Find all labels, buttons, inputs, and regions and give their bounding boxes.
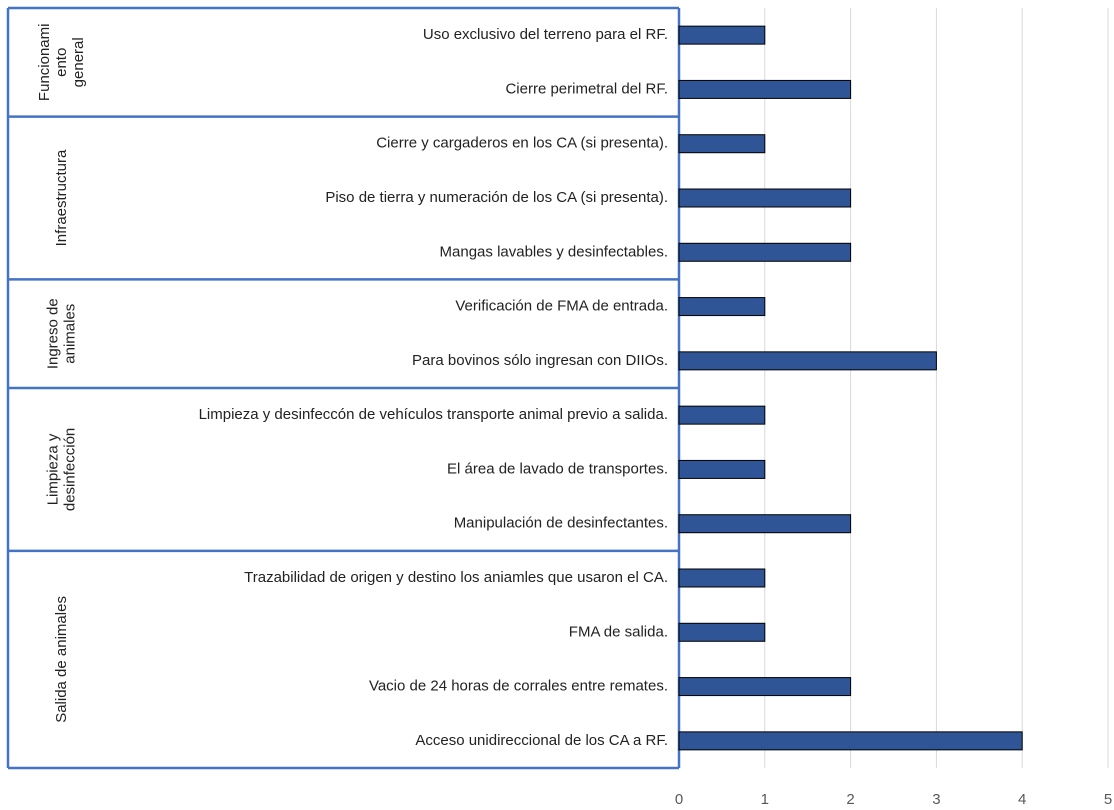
x-tick-label: 3 bbox=[932, 791, 940, 808]
category-label: El área de lavado de transportes. bbox=[447, 460, 668, 477]
category-label: Mangas lavables y desinfectables. bbox=[440, 243, 668, 260]
x-tick-label: 2 bbox=[846, 791, 854, 808]
group-label: Funcionami bbox=[36, 24, 53, 102]
group-label: Infraestructura bbox=[53, 149, 70, 246]
bar bbox=[678, 25, 766, 45]
bar bbox=[678, 405, 766, 425]
category-label: Acceso unidireccional de los CA a RF. bbox=[415, 732, 668, 749]
bar bbox=[678, 79, 852, 99]
bar bbox=[678, 242, 852, 262]
category-label: Uso exclusivo del terreno para el RF. bbox=[423, 26, 668, 43]
category-label: Piso de tierra y numeración de los CA (s… bbox=[325, 189, 668, 206]
bar bbox=[678, 677, 852, 697]
x-tick-label: 4 bbox=[1018, 791, 1026, 808]
bar bbox=[678, 731, 1023, 751]
category-label: FMA de salida. bbox=[569, 623, 668, 640]
category-label: Para bovinos sólo ingresan con DIIOs. bbox=[412, 352, 668, 369]
bar bbox=[678, 134, 766, 154]
category-label: Verificación de FMA de entrada. bbox=[455, 298, 668, 315]
category-label: Trazabilidad de origen y destino los ani… bbox=[244, 569, 668, 586]
bar bbox=[678, 459, 766, 479]
group-label: ento bbox=[53, 48, 70, 77]
group-label: desinfección bbox=[61, 428, 78, 511]
category-label: Vacio de 24 horas de corrales entre rema… bbox=[369, 678, 668, 695]
x-tick-label: 5 bbox=[1104, 791, 1112, 808]
group-label: Salida de animales bbox=[53, 596, 70, 723]
bar bbox=[678, 351, 937, 371]
bar bbox=[678, 297, 766, 317]
bar bbox=[678, 622, 766, 642]
bar bbox=[678, 568, 766, 588]
category-label: Cierre perimetral del RF. bbox=[505, 80, 668, 97]
x-tick-label: 1 bbox=[761, 791, 769, 808]
category-label: Manipulación de desinfectantes. bbox=[454, 515, 668, 532]
category-label: Cierre y cargaderos en los CA (si presen… bbox=[376, 135, 668, 152]
group-label: Limpieza y bbox=[44, 433, 61, 505]
category-label: Limpieza y desinfeccón de vehículos tran… bbox=[199, 406, 668, 423]
bar bbox=[678, 514, 852, 534]
group-label: Ingreso de bbox=[44, 298, 61, 369]
bar bbox=[678, 188, 852, 208]
group-label: general bbox=[70, 37, 87, 87]
group-label: animales bbox=[61, 304, 78, 364]
x-tick-label: 0 bbox=[675, 791, 683, 808]
